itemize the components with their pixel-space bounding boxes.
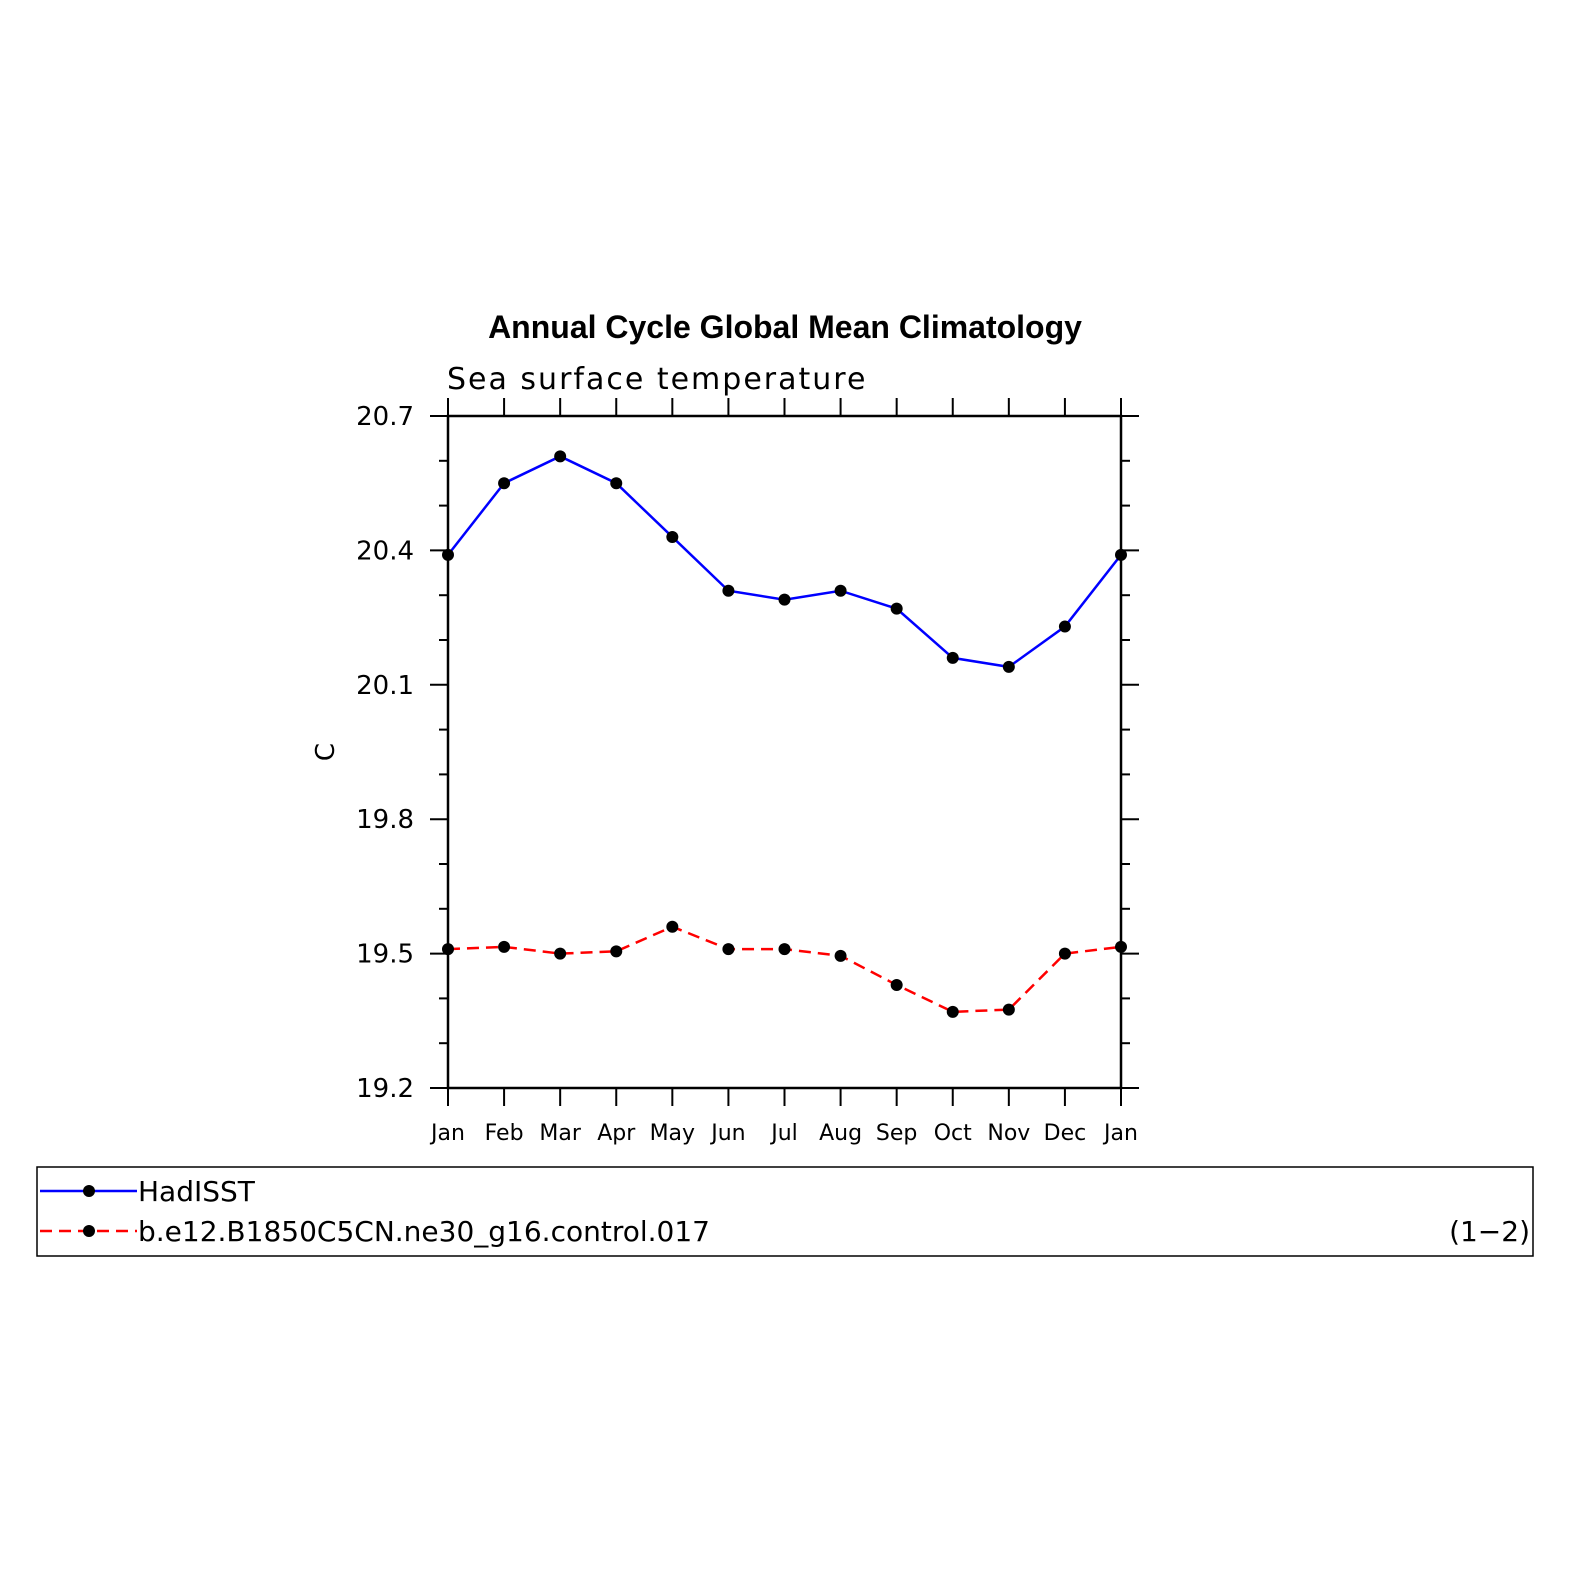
x-tick-label: Jan	[1102, 1121, 1138, 1146]
series-1-point	[1002, 660, 1015, 673]
series-2-point	[610, 945, 623, 958]
series-2-point	[778, 943, 791, 956]
series-1-point	[666, 530, 679, 543]
y-tick-label: 20.4	[356, 536, 414, 566]
x-tick-label: Aug	[819, 1121, 862, 1146]
y-tick-label: 20.1	[356, 671, 414, 701]
series-1-point	[890, 602, 903, 615]
y-tick-label: 20.7	[356, 402, 414, 432]
series-1-point	[1058, 620, 1071, 633]
series-line-1	[447, 454, 1122, 669]
series-layer	[442, 450, 1127, 1018]
chart-subtitle: Sea surface temperature	[447, 362, 867, 397]
x-tick-label: Jan	[429, 1121, 465, 1146]
series-2-point	[498, 940, 511, 953]
series-2-point	[1115, 940, 1127, 953]
legend: HadISST b.e12.B1850C5CN.ne30_g16.control.…	[36, 1166, 1534, 1257]
legend-marker-1	[83, 1185, 95, 1197]
x-tick-label: Sep	[876, 1121, 917, 1146]
legend-label-2: b.e12.B1850C5CN.ne30_g16.control.017	[138, 1215, 710, 1248]
y-tick-label: 19.8	[356, 805, 414, 835]
x-tick-label: Oct	[934, 1121, 972, 1146]
plot-axes	[446, 414, 1123, 1090]
series-2-point	[1002, 1003, 1015, 1016]
series-1-point	[554, 450, 567, 463]
series-2-point	[1058, 947, 1071, 960]
chart-title: Annual Cycle Global Mean Climatology	[488, 309, 1082, 345]
series-2-point	[722, 943, 735, 956]
series-1-point	[778, 593, 791, 606]
series-2-point	[890, 978, 903, 991]
series-2-point	[946, 1005, 959, 1018]
series-1-point	[834, 584, 847, 597]
x-tick-label: Nov	[987, 1121, 1030, 1146]
x-ticks: Jan Feb Mar Apr May Jun Jul Aug Sep Oct Nov Dec Jan	[429, 398, 1138, 1146]
y-axis-label: C	[311, 743, 341, 761]
series-2-point	[442, 943, 454, 956]
y-tick-label: 19.2	[356, 1074, 414, 1104]
legend-label-1: HadISST	[138, 1175, 256, 1208]
series-1-point	[946, 651, 959, 664]
x-tick-label: Dec	[1044, 1121, 1087, 1146]
series-line-2	[447, 925, 1122, 1014]
x-tick-label: Jun	[709, 1121, 745, 1146]
y-ticks: 20.7 20.4 20.1 19.8 19.5 19.2	[356, 402, 1139, 1104]
series-1-point	[1115, 548, 1127, 561]
x-tick-label: Jul	[769, 1121, 798, 1146]
x-tick-label: May	[650, 1121, 695, 1146]
series-1-point	[722, 584, 735, 597]
series-1-point	[498, 477, 511, 490]
series-2-point	[554, 947, 567, 960]
series-2-point	[834, 949, 847, 962]
x-tick-label: Apr	[597, 1121, 636, 1146]
y-tick-label: 19.5	[356, 940, 414, 970]
legend-panel-label: (1−2)	[1449, 1215, 1530, 1248]
x-tick-label: Mar	[539, 1121, 581, 1146]
legend-marker-2	[83, 1225, 95, 1237]
series-1-point	[442, 548, 454, 561]
x-tick-label: Feb	[485, 1121, 524, 1146]
series-2-point	[666, 920, 679, 933]
legend-box	[36, 1166, 1534, 1257]
legend-items: HadISST b.e12.B1850C5CN.ne30_g16.control.…	[40, 1175, 710, 1248]
series-1-point	[610, 477, 623, 490]
plot-frame	[446, 414, 1123, 1090]
